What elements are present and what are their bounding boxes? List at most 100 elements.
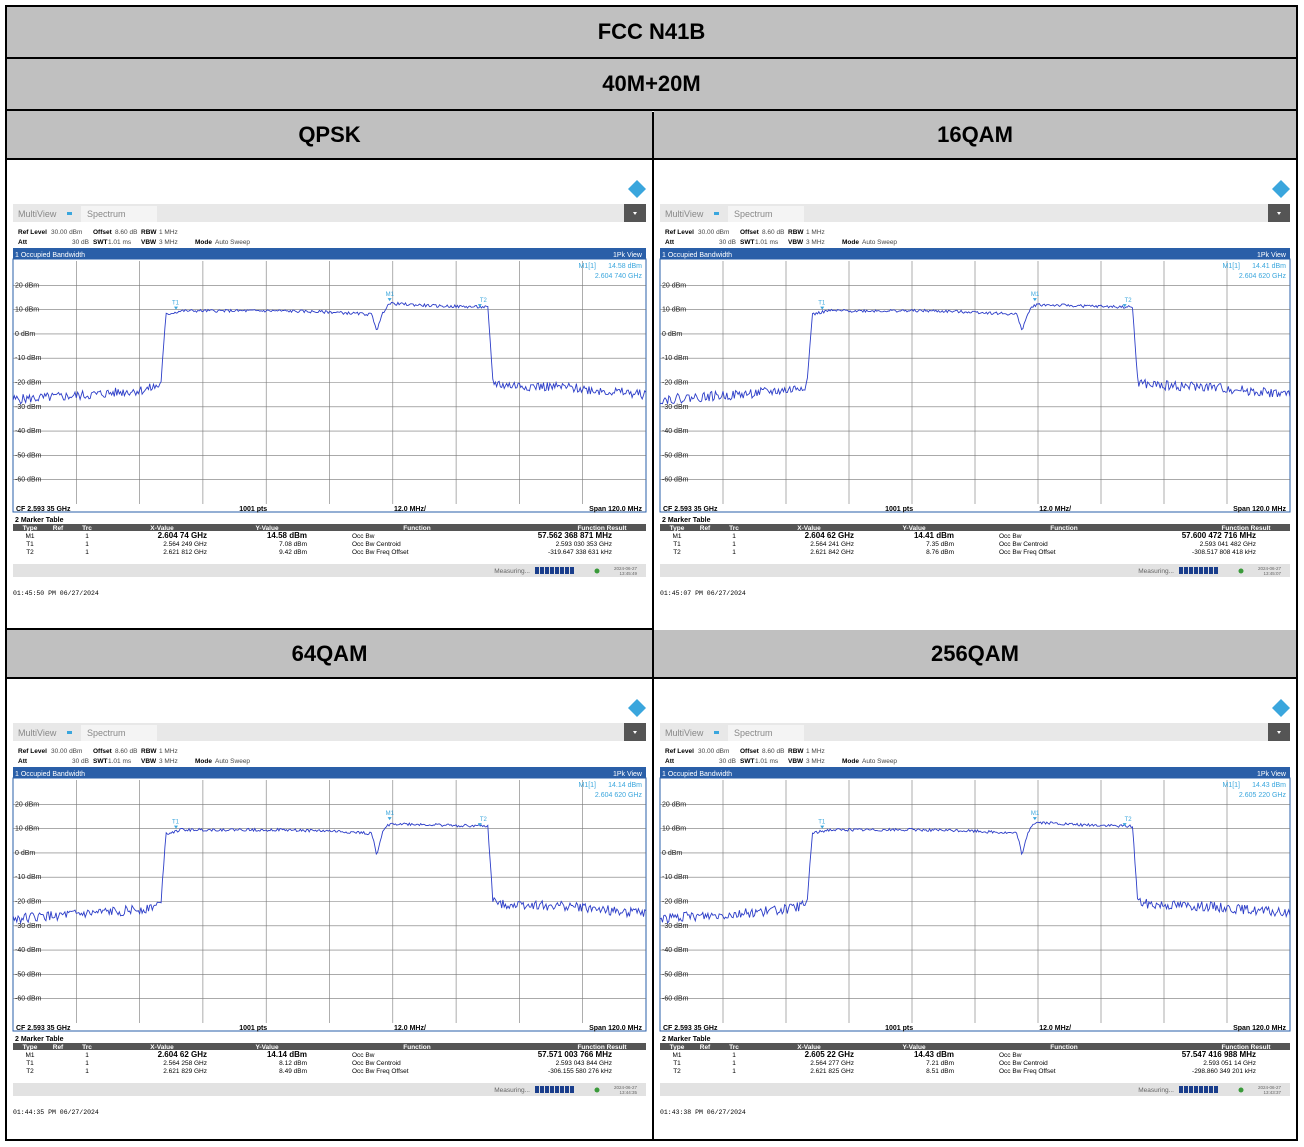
ref-level-label: Ref Level bbox=[665, 229, 694, 236]
offset-label: Offset bbox=[740, 748, 760, 755]
progress-segment bbox=[1199, 567, 1203, 574]
status-date: 2024-06-27 bbox=[614, 1085, 638, 1090]
marker-table-cell: 1 bbox=[732, 533, 736, 540]
marker-table-cell: 14.14 dBm bbox=[267, 1050, 307, 1059]
vbw-label: VBW bbox=[788, 239, 804, 246]
measuring-status: Measuring... bbox=[1138, 568, 1174, 575]
marker-readout-freq: 2.604 620 GHz bbox=[595, 792, 643, 799]
marker-table-cell: 1 bbox=[732, 1060, 736, 1067]
marker-t2-icon bbox=[1122, 823, 1127, 827]
x-division: 12.0 MHz/ bbox=[1039, 1025, 1071, 1032]
marker-table-cell: 2.593 043 844 GHz bbox=[556, 1060, 612, 1067]
y-tick-label: 10 dBm bbox=[662, 307, 686, 314]
marker-table-cell: M1 bbox=[672, 1052, 681, 1059]
grid bbox=[13, 780, 646, 1023]
mode-label: Mode bbox=[842, 239, 859, 246]
marker-table-col-header: Function Result bbox=[1221, 525, 1271, 532]
status-bar bbox=[13, 564, 646, 577]
marker-table-col-header: Function bbox=[1050, 1044, 1077, 1051]
marker-t2-label: T2 bbox=[1125, 298, 1133, 304]
marker-table-title: 2 Marker Table bbox=[15, 1036, 64, 1043]
marker-table-col-header: Function bbox=[403, 525, 430, 532]
ref-level-value: 30.00 dBm bbox=[698, 748, 729, 755]
marker-table-cell: Occ Bw bbox=[999, 533, 1022, 540]
y-tick-label: 20 dBm bbox=[15, 282, 39, 289]
marker-table-cell: 7.21 dBm bbox=[926, 1060, 954, 1067]
marker-m1-icon bbox=[1032, 298, 1037, 302]
offset-value: 8.60 dB bbox=[115, 748, 137, 755]
marker-table-cell: T2 bbox=[26, 1068, 34, 1075]
rbw-label: RBW bbox=[141, 748, 157, 755]
sweep-points: 1001 pts bbox=[885, 1025, 913, 1032]
ref-level-value: 30.00 dBm bbox=[51, 229, 82, 236]
att-value: 30 dB bbox=[72, 758, 89, 765]
marker-table-cell: 8.12 dBm bbox=[279, 1060, 307, 1067]
marker-table-header bbox=[13, 1043, 646, 1050]
chevron-down-icon bbox=[633, 212, 637, 215]
marker-table-cell: 2.621 842 GHz bbox=[810, 549, 854, 556]
marker-table-col-header: Ref bbox=[53, 525, 64, 532]
status-bar bbox=[660, 1083, 1290, 1096]
vbw-value: 3 MHz bbox=[159, 758, 178, 765]
chevron-down-icon bbox=[1277, 212, 1281, 215]
marker-table-col-header: Y-Value bbox=[255, 1044, 279, 1051]
window-title: 1 Occupied Bandwidth bbox=[662, 771, 732, 778]
window-title: 1 Occupied Bandwidth bbox=[15, 771, 85, 778]
marker-table-col-header: X-Value bbox=[797, 525, 821, 532]
att-value: 30 dB bbox=[719, 758, 736, 765]
progress-segment bbox=[570, 1086, 574, 1093]
rs-logo-icon bbox=[628, 180, 646, 198]
spectrum-trace bbox=[12, 301, 647, 405]
marker-table-cell: Occ Bw Centroid bbox=[999, 1060, 1048, 1067]
ref-level-value: 30.00 dBm bbox=[698, 229, 729, 236]
chevron-down-icon bbox=[1277, 731, 1281, 734]
span: Span 120.0 MHz bbox=[589, 506, 642, 513]
progress-segment bbox=[1184, 567, 1188, 574]
marker-table-cell: 14.41 dBm bbox=[914, 531, 954, 540]
y-tick-label: -20 dBm bbox=[15, 380, 42, 387]
y-tick-label: 0 dBm bbox=[662, 850, 682, 857]
status-date: 2024-06-27 bbox=[1258, 566, 1282, 571]
y-tick-label: 0 dBm bbox=[15, 331, 35, 338]
tab-spectrum[interactable] bbox=[728, 206, 804, 222]
modulation-title: 256QAM bbox=[654, 630, 1296, 679]
y-tick-label: 10 dBm bbox=[662, 826, 686, 833]
tab-spectrum-label: Spectrum bbox=[734, 209, 773, 219]
progress-segment bbox=[540, 567, 544, 574]
marker-table-cell: Occ Bw bbox=[352, 533, 375, 540]
marker-t1-label: T1 bbox=[818, 820, 826, 826]
marker-t2-icon bbox=[477, 304, 482, 308]
y-tick-label: 20 dBm bbox=[15, 801, 39, 808]
spectrum-screenshot: MultiView Spectrum Ref Level 30.00 dBm Offse… bbox=[659, 699, 1291, 1116]
grid bbox=[660, 780, 1290, 1023]
marker-table-cell: 1 bbox=[732, 1052, 736, 1059]
progress-segment bbox=[1204, 1086, 1208, 1093]
swt-value: 1.01 ms bbox=[755, 239, 779, 246]
status-time: 13:43:37 bbox=[1263, 1090, 1281, 1095]
marker-t1-label: T1 bbox=[172, 301, 180, 307]
tab-bar bbox=[13, 723, 646, 741]
tab-spectrum[interactable] bbox=[728, 725, 804, 741]
marker-m1-icon bbox=[1032, 817, 1037, 821]
marker-readout-freq: 2.604 620 GHz bbox=[1239, 273, 1287, 280]
tab-spectrum[interactable] bbox=[81, 206, 157, 222]
marker-table-cell: 2.621 812 GHz bbox=[163, 549, 207, 556]
tab-bar bbox=[660, 204, 1290, 222]
progress-segment bbox=[560, 567, 564, 574]
marker-t2-icon bbox=[1122, 304, 1127, 308]
marker-table-col-header: Function bbox=[1050, 525, 1077, 532]
y-tick-label: -30 dBm bbox=[15, 404, 42, 411]
marker-t2-label: T2 bbox=[480, 298, 488, 304]
tab-spectrum[interactable] bbox=[81, 725, 157, 741]
marker-table-cell: 14.58 dBm bbox=[267, 531, 307, 540]
y-tick-label: -30 dBm bbox=[15, 923, 42, 930]
marker-table-cell: 2.564 258 GHz bbox=[163, 1060, 207, 1067]
y-tick-label: -30 dBm bbox=[662, 923, 689, 930]
status-bar bbox=[660, 564, 1290, 577]
sweep-points: 1001 pts bbox=[239, 506, 267, 513]
swt-value: 1.01 ms bbox=[108, 758, 132, 765]
att-label: Att bbox=[665, 758, 675, 765]
measuring-status: Measuring... bbox=[494, 1087, 530, 1094]
marker-table-cell: T1 bbox=[673, 541, 681, 548]
marker-table-title: 2 Marker Table bbox=[662, 517, 711, 524]
